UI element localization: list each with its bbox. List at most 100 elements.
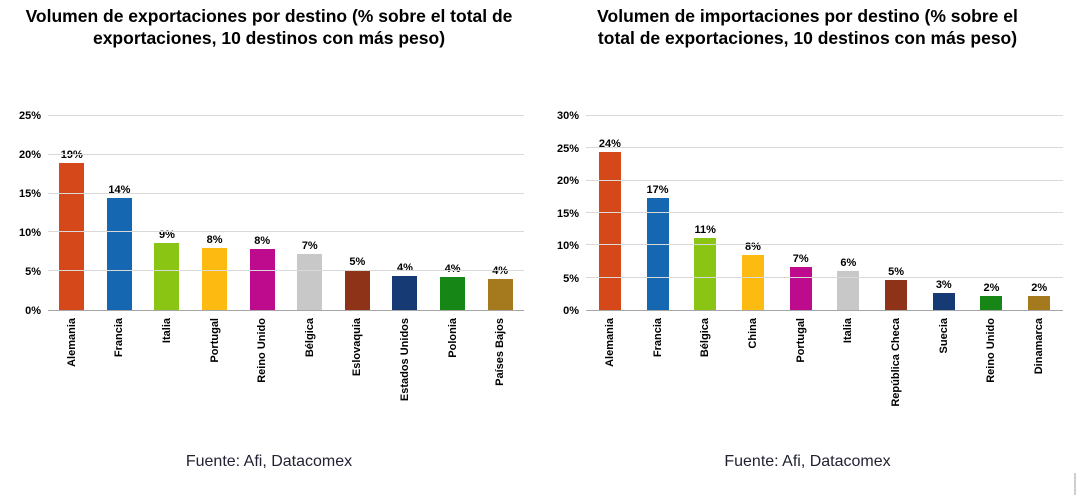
- bar-slot: 11%: [681, 116, 729, 310]
- bar: [932, 293, 955, 310]
- category-label: Francia: [651, 318, 664, 358]
- bar-value-label: 14%: [108, 184, 131, 197]
- category-label: Polonia: [446, 318, 459, 358]
- bar: [344, 269, 370, 310]
- category-slot: Portugal: [191, 311, 239, 439]
- category-slot: Alemania: [48, 311, 96, 439]
- gridline: [586, 244, 1063, 246]
- bar-slot: 2%: [1015, 116, 1063, 310]
- gridline: [48, 153, 524, 155]
- category-slot: Países Bajos: [476, 311, 524, 439]
- bar: [154, 242, 180, 310]
- bar: [980, 295, 1003, 310]
- bar-slot: 4%: [381, 116, 429, 310]
- y-tick-label: 5%: [25, 266, 41, 278]
- bar-slot: 5%: [334, 116, 382, 310]
- bar-value-label: 3%: [935, 279, 952, 292]
- bar: [106, 198, 132, 310]
- bar-slot: 7%: [777, 116, 825, 310]
- y-axis: 0% 5% 10% 15% 20% 25% 30%: [538, 110, 586, 317]
- category-label: Francia: [113, 318, 126, 358]
- gridline: [586, 179, 1063, 181]
- bar-value-label: 9%: [159, 228, 175, 241]
- gridline: [48, 192, 524, 194]
- bar-value-label: 5%: [888, 266, 905, 279]
- bar-value-label: 2%: [983, 281, 1000, 294]
- gridline: [48, 115, 524, 116]
- category-label: China: [746, 318, 759, 349]
- gridline: [586, 212, 1063, 213]
- bar-slot: 19%: [48, 116, 96, 310]
- gridline: [48, 270, 524, 272]
- bar-value-label: 5%: [349, 255, 366, 268]
- category-label: Suecia: [937, 318, 950, 354]
- y-tick-label: 30%: [556, 110, 579, 122]
- bar: [440, 277, 466, 310]
- category-label: Alemania: [603, 318, 616, 367]
- category-slot: Portugal: [777, 311, 825, 439]
- gridline: [586, 115, 1063, 116]
- bar-value-label: 11%: [694, 223, 716, 236]
- bar: [202, 247, 228, 310]
- bar-value-label: 6%: [840, 256, 857, 269]
- bar-slot: 17%: [634, 116, 682, 310]
- bar-value-label: 7%: [301, 240, 318, 253]
- bar-value-label: 8%: [254, 234, 271, 247]
- bar: [646, 198, 669, 310]
- bar-slot: 5%: [872, 116, 920, 310]
- y-tick-label: 15%: [18, 188, 41, 200]
- category-label: Italia: [842, 318, 855, 344]
- bar: [1028, 296, 1051, 310]
- bar-value-label: 2%: [1031, 282, 1048, 295]
- bar: [392, 275, 418, 310]
- category-slot: Reino Unido: [238, 311, 286, 439]
- imports-chart-panel: Volumen de importaciones por destino (% …: [538, 0, 1077, 495]
- bar-slot: 8%: [238, 116, 286, 310]
- category-slot: Italia: [143, 311, 191, 439]
- bar-value-label: 8%: [745, 241, 761, 254]
- bar-value-label: 4%: [397, 261, 413, 274]
- bar-slot: 9%: [143, 116, 191, 310]
- category-label: República Checa: [890, 318, 903, 407]
- y-tick-label: 0%: [25, 305, 41, 317]
- y-tick-label: 5%: [563, 272, 579, 285]
- category-label: Eslovaquia: [351, 318, 364, 377]
- bar-slot: 3%: [920, 116, 968, 310]
- y-tick-label: 0%: [563, 305, 579, 317]
- exports-plot-area: 19% 14% 9% 8% 8% 7% 5% 4% 4% 4%: [48, 115, 524, 311]
- y-tick-label: 20%: [556, 175, 579, 188]
- category-slot: China: [729, 311, 777, 439]
- bar-slot: 7%: [286, 116, 334, 310]
- y-tick-label: 20%: [18, 149, 41, 161]
- bar-slot: 2%: [968, 116, 1016, 310]
- bar: [487, 278, 513, 310]
- bar-slot: 8%: [729, 116, 777, 310]
- bar-value-label: 24%: [598, 137, 621, 150]
- bar-slot: 24%: [586, 116, 634, 310]
- category-slot: Bélgica: [286, 311, 334, 439]
- bar: [885, 280, 908, 310]
- bar-value-label: 4%: [445, 263, 461, 275]
- category-label: Italia: [160, 318, 173, 344]
- exports-chart-title: Volumen de exportaciones por destino (% …: [25, 6, 513, 48]
- category-slot: Reino Unido: [968, 311, 1016, 439]
- y-tick-label: 15%: [556, 207, 579, 220]
- y-axis: 0% 5% 10% 15% 20% 25%: [0, 110, 48, 317]
- category-slot: Eslovaquia: [334, 311, 382, 439]
- y-tick-label: 10%: [556, 240, 579, 253]
- category-slot: Italia: [825, 311, 873, 439]
- category-slot: Francia: [96, 311, 144, 439]
- y-tick-label: 25%: [18, 110, 41, 122]
- category-slot: Polonia: [429, 311, 477, 439]
- category-slot: Estados Unidos: [381, 311, 429, 439]
- x-axis-category-labels: Alemania Francia Bélgica China Portugal Itali…: [586, 311, 1063, 439]
- category-label: Países Bajos: [494, 318, 507, 386]
- bar-slot: 8%: [191, 116, 239, 310]
- bar-slot: 4%: [476, 116, 524, 310]
- gridline: [48, 231, 524, 233]
- category-slot: Suecia: [920, 311, 968, 439]
- exports-source-note: Fuente: Afi, Datacomex: [185, 453, 353, 470]
- category-slot: Alemania: [586, 311, 634, 439]
- imports-source-note: Fuente: Afi, Datacomex: [724, 453, 891, 470]
- category-slot: Bélgica: [681, 311, 729, 439]
